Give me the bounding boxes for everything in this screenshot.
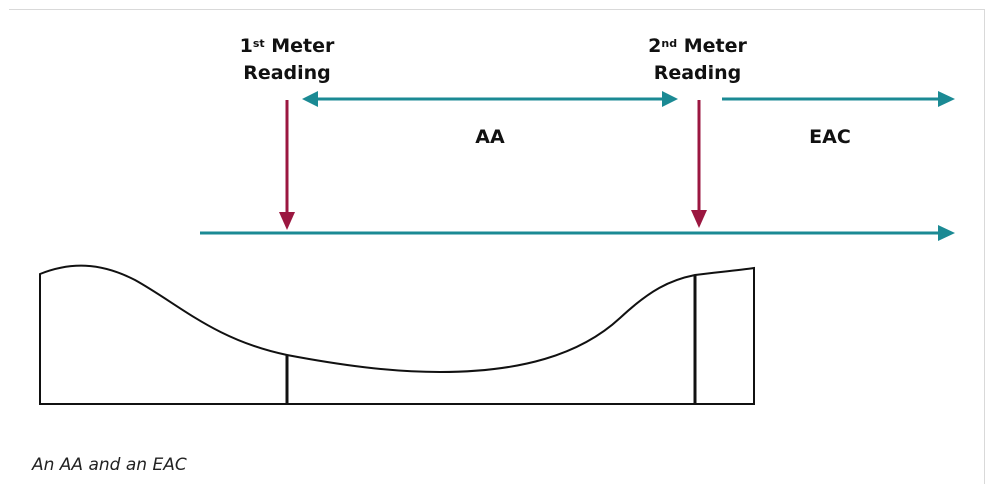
- eac-period-arrow: [722, 91, 955, 107]
- reading1-label: 1st Meter Reading: [239, 35, 335, 84]
- aa-label: AA: [475, 126, 505, 148]
- usage-curve-shape: [39, 264, 755, 405]
- figure-frame: [9, 9, 985, 484]
- reading2-arrow: [691, 100, 707, 228]
- aa-period-arrow: [302, 91, 678, 107]
- reading2-label: 2nd Meter Reading: [648, 35, 747, 84]
- figure-caption: An AA and an EAC: [32, 455, 187, 475]
- eac-label: EAC: [809, 126, 851, 148]
- reading1-arrow: [279, 100, 295, 230]
- timeline-arrow: [200, 225, 955, 241]
